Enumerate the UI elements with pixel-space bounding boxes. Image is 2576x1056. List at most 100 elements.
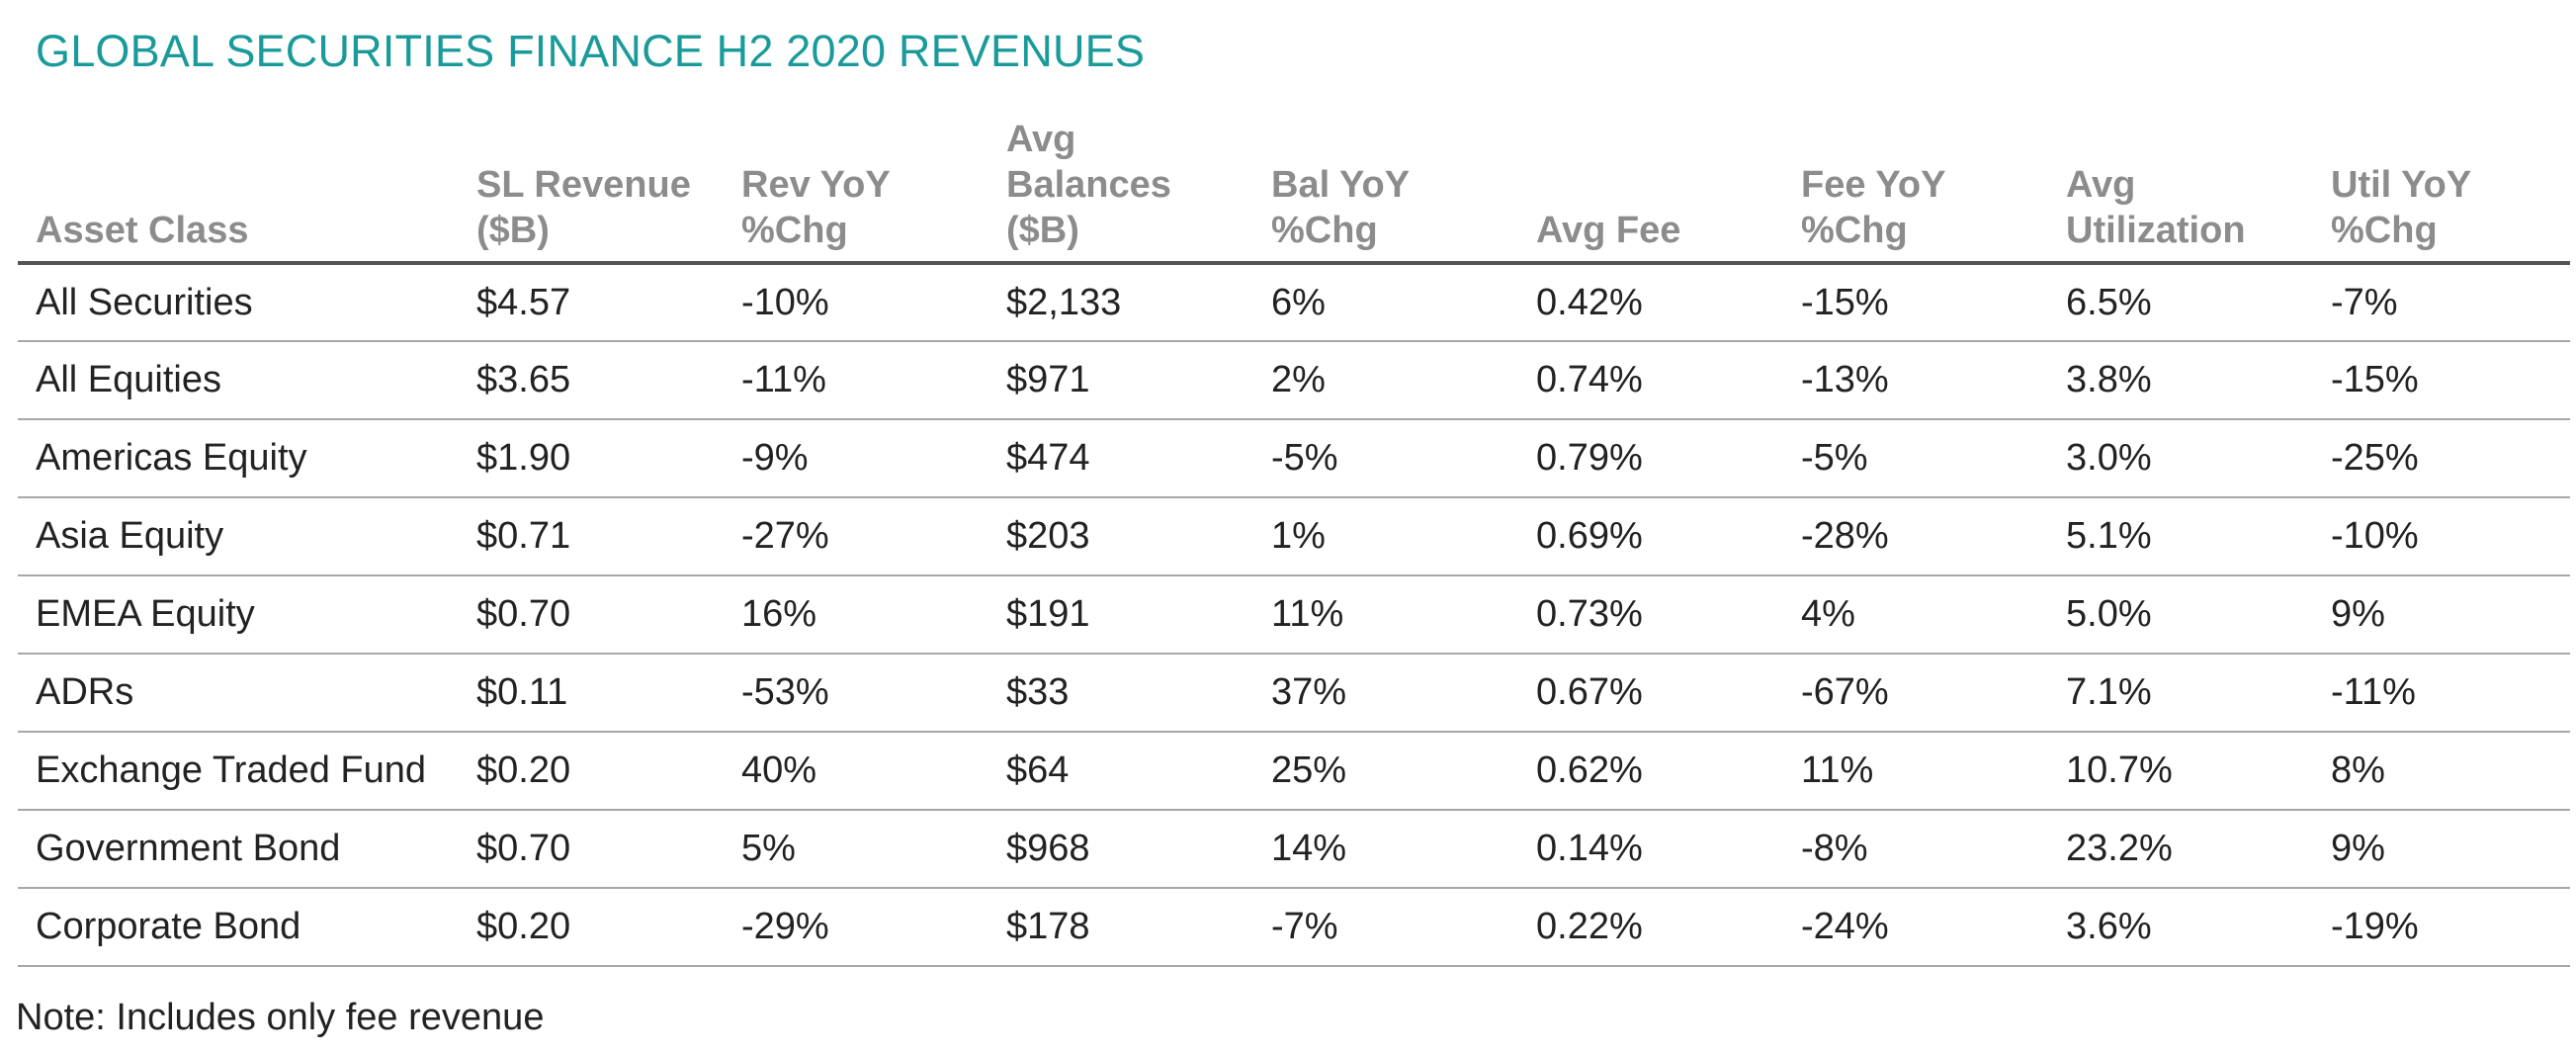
cell-util-yoy: -19%: [2311, 888, 2570, 967]
cell-sl-revenue: $1.90: [457, 419, 722, 498]
cell-bal-yoy: -5%: [1251, 419, 1516, 498]
header-avg-utilization: Avg Utilization: [2046, 117, 2311, 265]
cell-avg-utilization: 3.8%: [2046, 341, 2311, 420]
cell-asset-class: Exchange Traded Fund: [18, 732, 457, 811]
cell-avg-fee: 0.79%: [1516, 419, 1781, 498]
cell-bal-yoy: 2%: [1251, 341, 1516, 420]
table-header: Asset Class SL Revenue ($B) Rev YoY %Chg…: [18, 117, 2570, 265]
cell-avg-balances: $64: [987, 732, 1251, 811]
cell-bal-yoy: 1%: [1251, 497, 1516, 576]
cell-rev-yoy: -27%: [722, 497, 987, 576]
cell-fee-yoy: -67%: [1781, 654, 2046, 733]
cell-bal-yoy: 25%: [1251, 732, 1516, 811]
header-avg-balances: Avg Balances ($B): [987, 117, 1251, 265]
cell-avg-utilization: 7.1%: [2046, 654, 2311, 733]
cell-util-yoy: -15%: [2311, 341, 2570, 420]
cell-avg-fee: 0.73%: [1516, 575, 1781, 655]
cell-bal-yoy: 14%: [1251, 810, 1516, 889]
cell-avg-balances: $33: [987, 654, 1251, 733]
cell-rev-yoy: -10%: [722, 263, 987, 342]
cell-rev-yoy: 5%: [722, 810, 987, 889]
cell-avg-utilization: 5.0%: [2046, 575, 2311, 655]
cell-avg-fee: 0.74%: [1516, 341, 1781, 420]
cell-avg-utilization: 3.6%: [2046, 888, 2311, 967]
cell-avg-utilization: 5.1%: [2046, 497, 2311, 576]
cell-asset-class: Asia Equity: [18, 497, 457, 576]
table-row: Government Bond $0.70 5% $968 14% 0.14% -8% 23.…: [18, 810, 2570, 889]
cell-fee-yoy: 4%: [1781, 575, 2046, 655]
cell-rev-yoy: -9%: [722, 419, 987, 498]
table-body: All Securities $4.57 -10% $2,133 6% 0.42% -15%…: [18, 263, 2570, 967]
cell-bal-yoy: 37%: [1251, 654, 1516, 733]
cell-avg-balances: $474: [987, 419, 1251, 498]
cell-avg-utilization: 10.7%: [2046, 732, 2311, 811]
cell-avg-fee: 0.14%: [1516, 810, 1781, 889]
cell-asset-class: All Equities: [18, 341, 457, 420]
table-note: Note: Includes only fee revenue: [16, 997, 545, 1038]
cell-avg-fee: 0.62%: [1516, 732, 1781, 811]
cell-rev-yoy: -29%: [722, 888, 987, 967]
cell-util-yoy: 9%: [2311, 810, 2570, 889]
header-bal-yoy: Bal YoY %Chg: [1251, 117, 1516, 265]
cell-sl-revenue: $0.71: [457, 497, 722, 576]
table-row: EMEA Equity $0.70 16% $191 11% 0.73% 4% 5.0% 9%: [18, 575, 2570, 655]
table-row: Americas Equity $1.90 -9% $474 -5% 0.79% -5% 3.…: [18, 419, 2570, 498]
cell-fee-yoy: -24%: [1781, 888, 2046, 967]
header-row: Asset Class SL Revenue ($B) Rev YoY %Chg…: [18, 117, 2570, 265]
cell-util-yoy: -10%: [2311, 497, 2570, 576]
cell-avg-balances: $971: [987, 341, 1251, 420]
cell-asset-class: All Securities: [18, 263, 457, 342]
cell-fee-yoy: -15%: [1781, 263, 2046, 342]
cell-sl-revenue: $0.20: [457, 888, 722, 967]
cell-sl-revenue: $0.70: [457, 810, 722, 889]
cell-avg-utilization: 6.5%: [2046, 263, 2311, 342]
cell-asset-class: ADRs: [18, 654, 457, 733]
header-asset-class: Asset Class: [18, 117, 457, 265]
table-row: ADRs $0.11 -53% $33 37% 0.67% -67% 7.1% -11%: [18, 654, 2570, 733]
cell-util-yoy: -25%: [2311, 419, 2570, 498]
table-row: Exchange Traded Fund $0.20 40% $64 25% 0.62% 1…: [18, 732, 2570, 811]
header-rev-yoy: Rev YoY %Chg: [722, 117, 987, 265]
header-util-yoy: Util YoY %Chg: [2311, 117, 2570, 265]
cell-avg-fee: 0.42%: [1516, 263, 1781, 342]
cell-bal-yoy: 11%: [1251, 575, 1516, 655]
cell-fee-yoy: -28%: [1781, 497, 2046, 576]
table-row: Asia Equity $0.71 -27% $203 1% 0.69% -28% 5.1% -…: [18, 497, 2570, 576]
cell-avg-balances: $203: [987, 497, 1251, 576]
table-row: All Equities $3.65 -11% $971 2% 0.74% -13% 3.8%…: [18, 341, 2570, 420]
cell-fee-yoy: -8%: [1781, 810, 2046, 889]
cell-avg-balances: $968: [987, 810, 1251, 889]
cell-asset-class: EMEA Equity: [18, 575, 457, 655]
cell-util-yoy: -7%: [2311, 263, 2570, 342]
cell-util-yoy: 8%: [2311, 732, 2570, 811]
cell-util-yoy: 9%: [2311, 575, 2570, 655]
cell-fee-yoy: 11%: [1781, 732, 2046, 811]
cell-avg-balances: $2,133: [987, 263, 1251, 342]
cell-avg-utilization: 3.0%: [2046, 419, 2311, 498]
cell-sl-revenue: $0.70: [457, 575, 722, 655]
cell-avg-balances: $191: [987, 575, 1251, 655]
table-row: All Securities $4.57 -10% $2,133 6% 0.42% -15%…: [18, 263, 2570, 342]
header-fee-yoy: Fee YoY %Chg: [1781, 117, 2046, 265]
cell-asset-class: Americas Equity: [18, 419, 457, 498]
cell-rev-yoy: -11%: [722, 341, 987, 420]
cell-sl-revenue: $4.57: [457, 263, 722, 342]
cell-avg-utilization: 23.2%: [2046, 810, 2311, 889]
header-sl-revenue: SL Revenue ($B): [457, 117, 722, 265]
cell-avg-fee: 0.69%: [1516, 497, 1781, 576]
cell-rev-yoy: 40%: [722, 732, 987, 811]
cell-util-yoy: -11%: [2311, 654, 2570, 733]
table-row: Corporate Bond $0.20 -29% $178 -7% 0.22% -24% 3…: [18, 888, 2570, 967]
cell-avg-fee: 0.22%: [1516, 888, 1781, 967]
cell-fee-yoy: -5%: [1781, 419, 2046, 498]
cell-asset-class: Government Bond: [18, 810, 457, 889]
cell-sl-revenue: $3.65: [457, 341, 722, 420]
revenue-table: Asset Class SL Revenue ($B) Rev YoY %Chg…: [18, 117, 2570, 967]
cell-avg-fee: 0.67%: [1516, 654, 1781, 733]
cell-bal-yoy: 6%: [1251, 263, 1516, 342]
cell-sl-revenue: $0.11: [457, 654, 722, 733]
cell-bal-yoy: -7%: [1251, 888, 1516, 967]
cell-rev-yoy: -53%: [722, 654, 987, 733]
cell-sl-revenue: $0.20: [457, 732, 722, 811]
cell-fee-yoy: -13%: [1781, 341, 2046, 420]
